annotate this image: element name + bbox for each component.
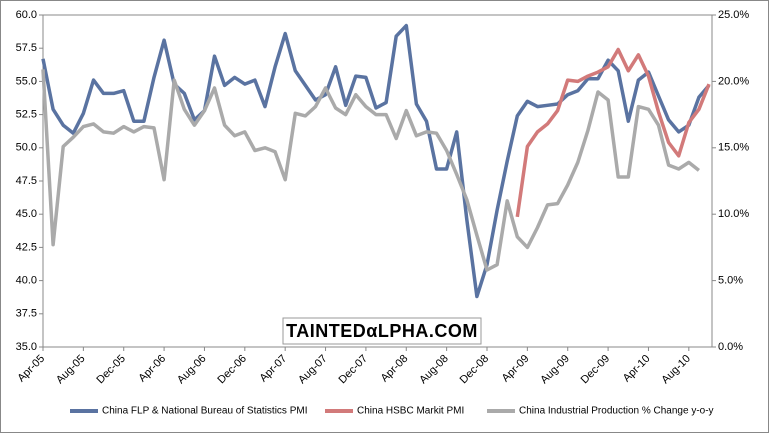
- y-tick-label: 60.0: [16, 9, 37, 21]
- y-tick-label: 50.0: [16, 142, 37, 154]
- y2-tick-label: 25.0%: [718, 9, 749, 21]
- y2-tick-label: 0.0%: [718, 341, 743, 353]
- y2-tick-label: 15.0%: [718, 142, 749, 154]
- y2-tick-label: 20.0%: [718, 75, 749, 87]
- annotation-box: [282, 317, 482, 345]
- y-tick-label: 42.5: [16, 241, 37, 253]
- legend-label: China HSBC Markit PMI: [357, 406, 464, 417]
- y-tick-label: 45.0: [16, 208, 37, 220]
- series-line: [41, 69, 700, 272]
- legend-label: China Industrial Production % Change y-o…: [519, 406, 714, 417]
- y-tick-label: 55.0: [16, 75, 37, 87]
- y2-tick-label: 5.0%: [718, 275, 743, 287]
- y-tick-label: 40.0: [16, 275, 37, 287]
- annotation-text: TAINTEDαLPHA.COM: [286, 321, 478, 341]
- y-tick-label: 47.5: [16, 175, 37, 187]
- y2-tick-label: 10.0%: [718, 208, 749, 220]
- series-line: [41, 23, 711, 299]
- y-tick-label: 57.5: [16, 42, 37, 54]
- series-line: [515, 47, 711, 218]
- annotation: TAINTEDαLPHA.COM: [282, 317, 482, 345]
- y-tick-label: 37.5: [16, 308, 37, 320]
- y-tick-label: 35.0: [16, 341, 37, 353]
- y-tick-label: 52.5: [16, 109, 37, 121]
- legend-label: China FLP & National Bureau of Statistic…: [102, 406, 307, 417]
